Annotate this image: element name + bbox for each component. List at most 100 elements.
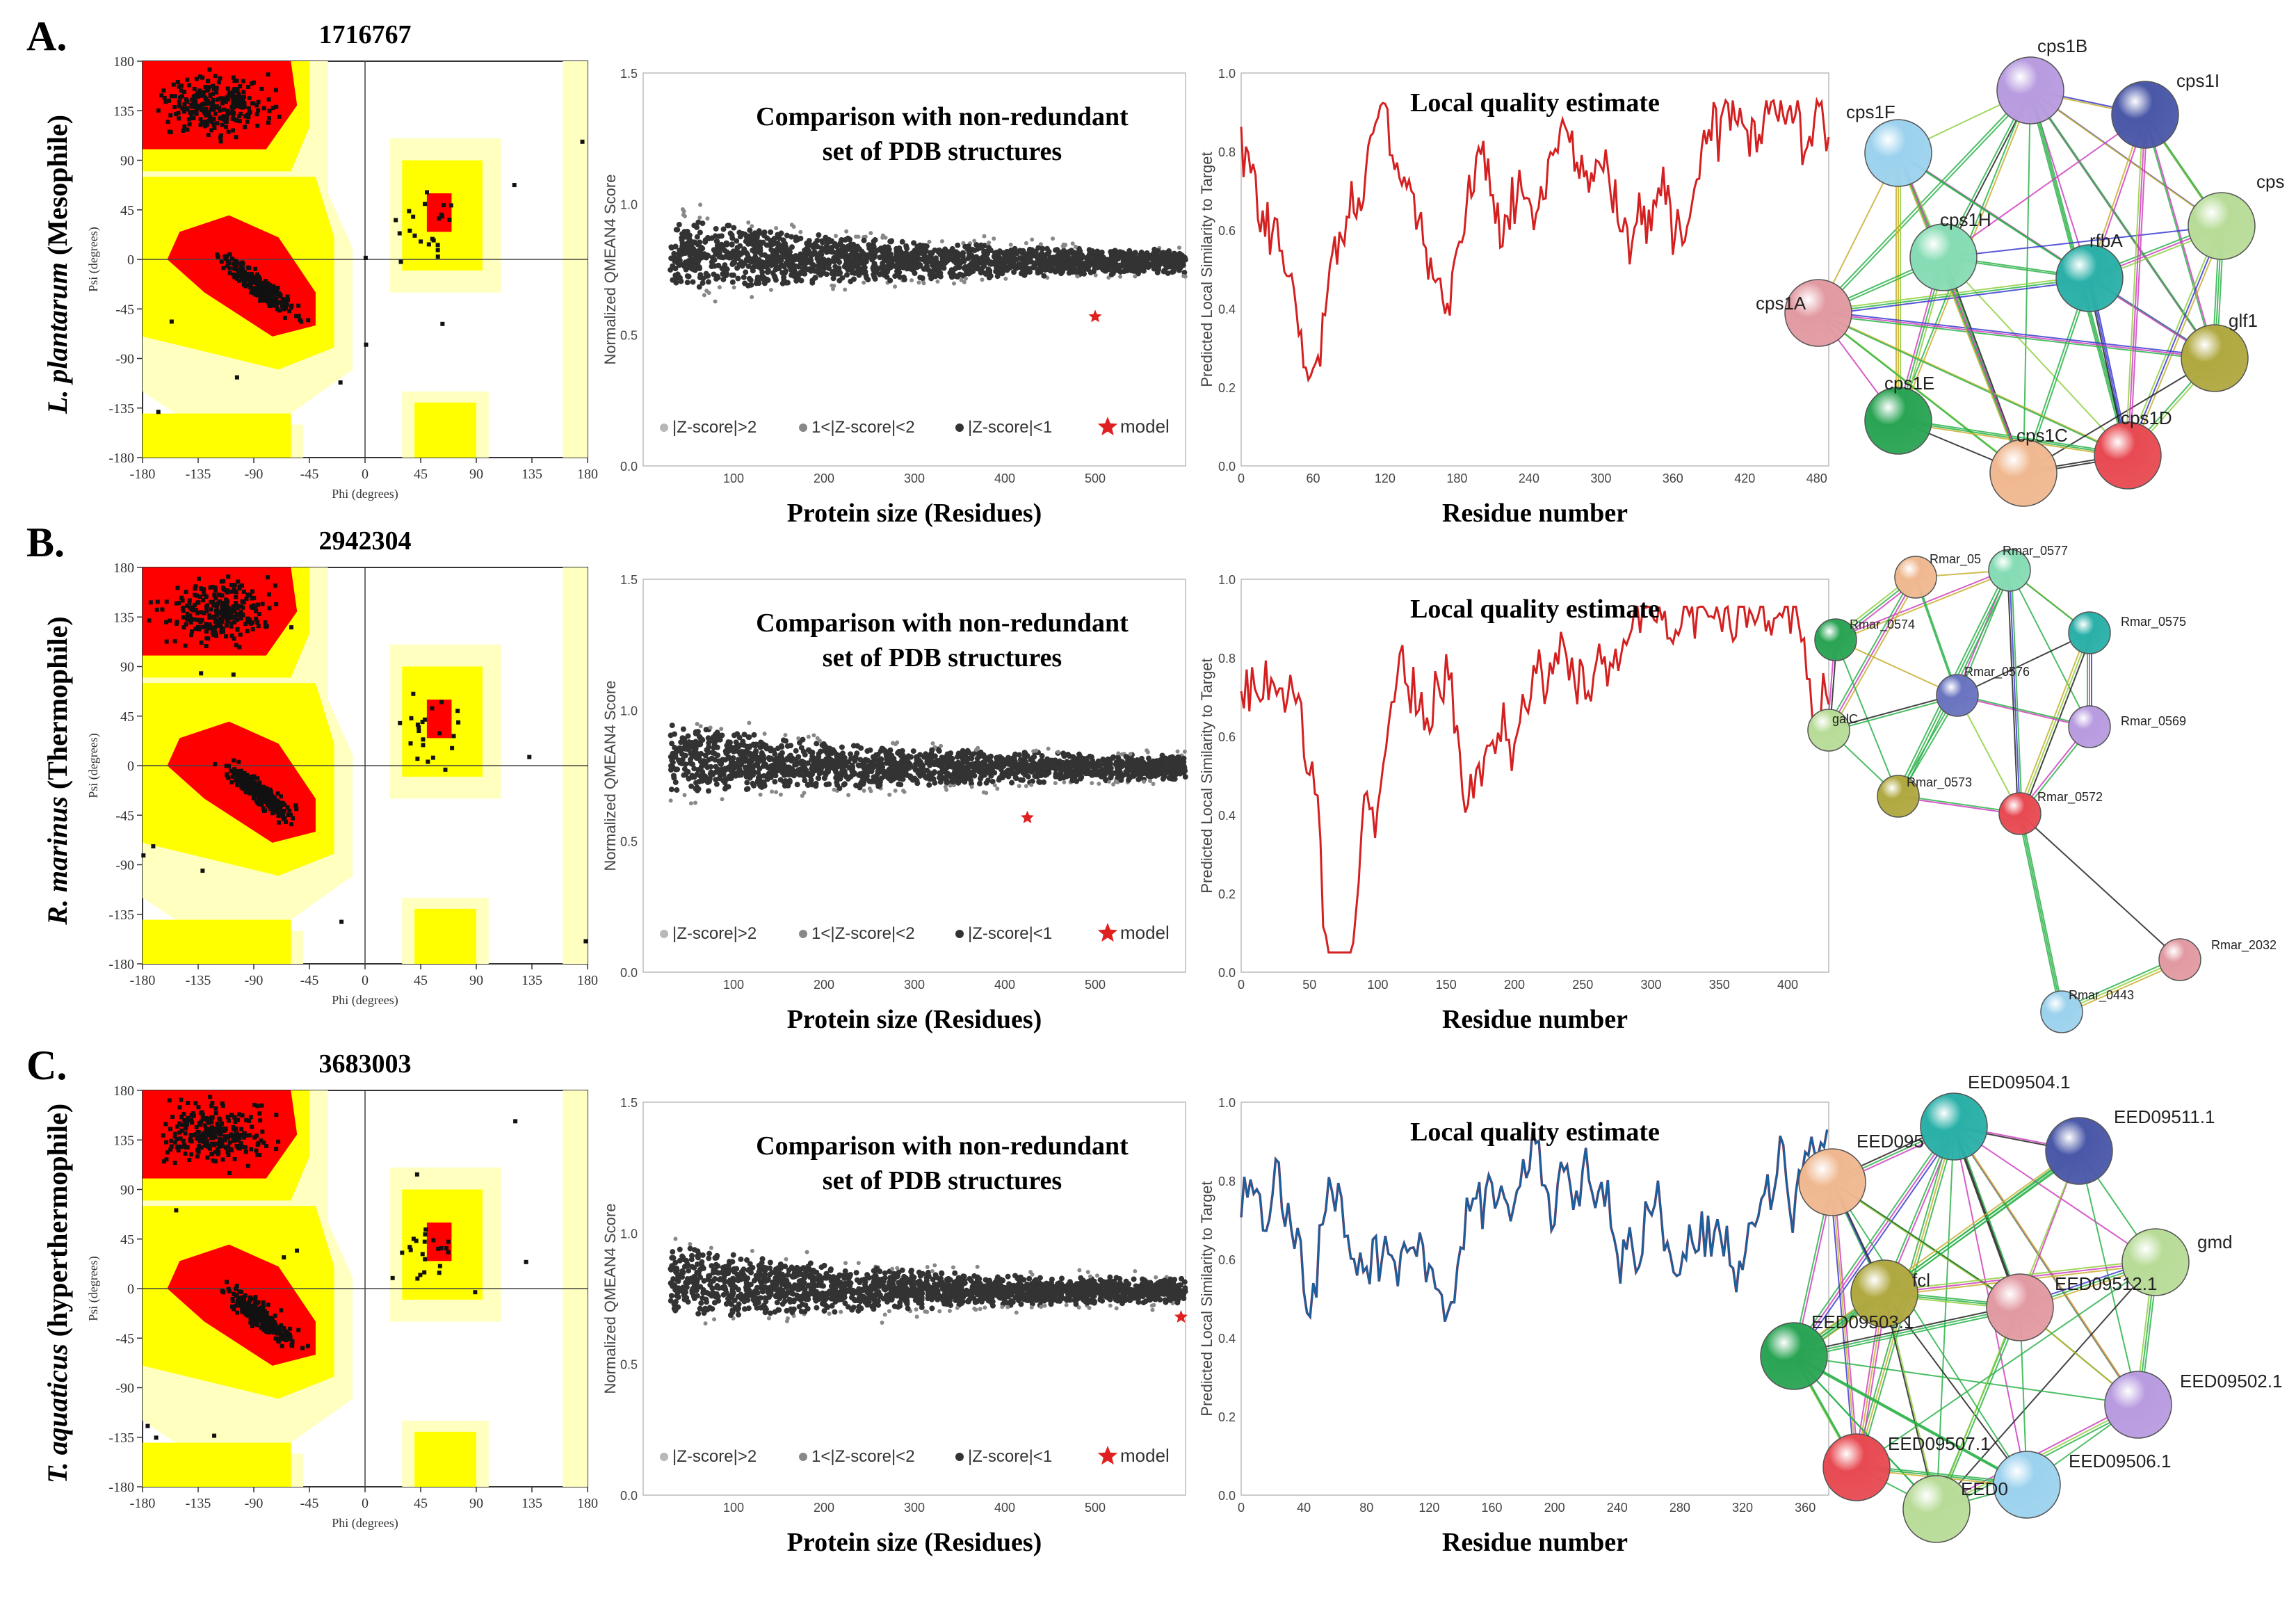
qmean-point [1069,260,1075,266]
residue-point [241,778,246,783]
residue-point [225,617,230,622]
qmean-point [828,238,834,244]
panel-letter: A. [26,13,67,59]
qmean-point [1046,250,1052,257]
qmean-point [1012,751,1018,757]
qmean-point [873,269,880,275]
residue-point [237,119,242,124]
residue-point [233,118,238,122]
qmean-point [1006,265,1012,271]
qmean-point [737,759,743,766]
qmean-point [838,771,844,777]
residue-point [206,79,211,83]
qmean-point [939,239,944,243]
rama-x-tick-label: 135 [522,467,542,482]
residue-point [273,583,277,588]
qmean-point [1001,773,1008,779]
residue-point [229,624,234,629]
qmean-point [1156,266,1162,273]
qmean-point [1137,252,1143,258]
qmean-point [1001,257,1007,263]
residue-point [212,592,217,597]
qmean-point [731,732,737,739]
qmean-point [1097,782,1101,787]
residue-point [211,86,216,91]
local-x-tick-label: 480 [1806,471,1827,485]
residue-point [266,72,270,77]
qmean-point [1075,274,1080,279]
residue-point [527,755,532,759]
qmean-point [928,759,935,766]
residue-point [512,183,517,188]
residue-point [232,620,237,624]
residue-point [455,709,460,713]
qmean-point [921,253,928,259]
qmean-point [846,236,852,243]
qmean-point [800,736,806,743]
residue-point [268,289,273,294]
rama-y-tick-label: -180 [108,451,134,466]
residue-point [253,606,258,611]
residue-point [232,636,236,641]
qmean-point [729,235,736,241]
qmean-point [855,266,862,273]
residue-point [285,805,290,810]
residue-point [219,259,224,264]
residue-point [148,600,153,605]
qmean-point [722,757,729,763]
qmean-point [916,280,921,285]
qmean-point [860,250,866,257]
network-edge [1900,154,2026,476]
residue-point [430,706,435,711]
qmean-point [975,265,981,271]
residue-point [241,266,245,271]
qmean-point [748,282,754,288]
network-node-label: cps1H [1940,209,1991,230]
qmean-point [855,253,862,259]
residue-point [210,625,215,630]
qmean-point [1166,767,1172,773]
residue-point [241,90,246,95]
residue-point [169,319,174,324]
residue-point [231,90,236,95]
qmean-point [750,295,754,300]
residue-point [583,939,588,944]
qmean-point [846,263,852,269]
residue-point [211,97,216,102]
residue-point [257,279,262,284]
rama-x-tick-label: -180 [130,467,156,482]
qmean-point [789,244,795,250]
residue-point [156,410,161,414]
residue-point [190,97,195,102]
qmean-point [718,241,725,248]
qmean-point [802,752,808,758]
qmean-point [986,245,992,251]
qmean-point [982,772,988,778]
residue-point [210,103,215,108]
qmean-point [744,768,750,775]
residue-point [296,314,301,318]
residue-point [200,587,204,592]
residue-point [227,764,232,768]
qmean-point [694,771,700,777]
residue-point [213,111,218,116]
residue-point [224,605,229,610]
qmean-point [668,245,674,251]
qmean-point [1145,264,1151,271]
qmean-point [1115,756,1122,762]
qmean-point [861,237,867,243]
residue-point [267,108,272,113]
network-node [2094,421,2162,490]
qmean-point [738,750,744,756]
residue-point [229,634,234,638]
residue-point [163,99,168,104]
qmean-point [925,267,932,273]
qmean-point [933,255,939,261]
qmean-point [825,752,832,758]
residue-point [220,586,225,590]
residue-point [184,97,189,102]
rama-x-tick-label: -90 [245,973,264,988]
qmean-point [772,751,778,757]
residue-point [266,120,271,125]
qmean-x-tick-label: 500 [1085,471,1106,485]
